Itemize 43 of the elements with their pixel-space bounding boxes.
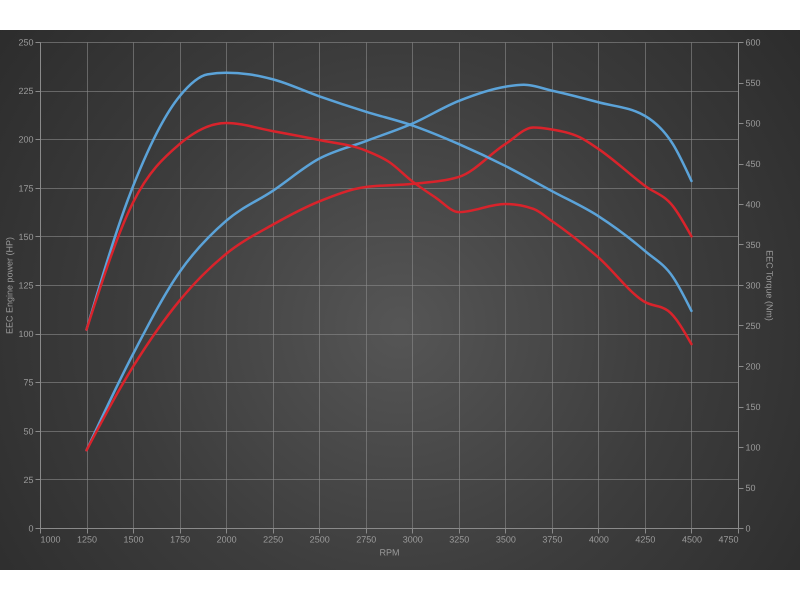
y2-tick-label: 300 <box>746 280 761 290</box>
x-tick-label: 3000 <box>402 534 423 544</box>
x-tick-label: 2000 <box>216 534 237 544</box>
x-tick-label: 4750 <box>718 534 738 544</box>
y2-tick-label: 550 <box>746 78 761 88</box>
x-tick-label: 4250 <box>635 534 656 544</box>
y2-tick-label: 100 <box>746 442 761 452</box>
y-tick-label: 175 <box>18 183 34 194</box>
y2-axis-title: EEC Torque (Nm) <box>764 250 775 321</box>
y-axis-title: EEC Engine power (HP) <box>4 236 14 334</box>
x-tick-label: 4000 <box>588 534 609 544</box>
x-tick-label: 2750 <box>356 534 376 544</box>
y-tick-label: 225 <box>18 86 34 96</box>
y2-tick-label: 350 <box>746 240 761 250</box>
x-tick-label: 4500 <box>682 534 702 544</box>
y2-tick-label: 450 <box>746 159 761 169</box>
y2-tick-label: 250 <box>746 321 761 331</box>
x-tick-label: 1500 <box>124 534 144 544</box>
y2-tick-label: 500 <box>746 118 761 128</box>
x-tick-label: 1000 <box>40 534 61 544</box>
x-tick-label: 3500 <box>496 534 516 544</box>
y2-tick-label: 600 <box>746 38 761 48</box>
y-tick-label: 150 <box>18 232 34 242</box>
y2-tick-label: 400 <box>746 200 761 210</box>
x-tick-label: 3250 <box>449 534 470 544</box>
y-tick-label: 75 <box>23 378 34 388</box>
y2-tick-label: 200 <box>746 362 761 372</box>
y-tick-label: 0 <box>28 524 34 534</box>
x-tick-label: 3750 <box>542 534 562 544</box>
y2-tick-label: 50 <box>746 483 756 493</box>
y2-tick-label: 150 <box>746 402 761 412</box>
y2-tick-label: 0 <box>746 524 751 534</box>
y-tick-label: 25 <box>23 474 34 485</box>
y-tick-label: 125 <box>18 280 34 290</box>
x-tick-label: 1750 <box>170 534 190 544</box>
y-tick-label: 100 <box>18 329 34 340</box>
y-tick-label: 250 <box>18 38 34 48</box>
x-axis-title: RPM <box>380 548 400 558</box>
x-tick-label: 2250 <box>263 534 284 544</box>
y-tick-label: 200 <box>18 134 34 145</box>
y-tick-label: 50 <box>23 426 34 436</box>
x-tick-label: 1250 <box>77 534 98 544</box>
x-tick-label: 2500 <box>310 534 330 544</box>
